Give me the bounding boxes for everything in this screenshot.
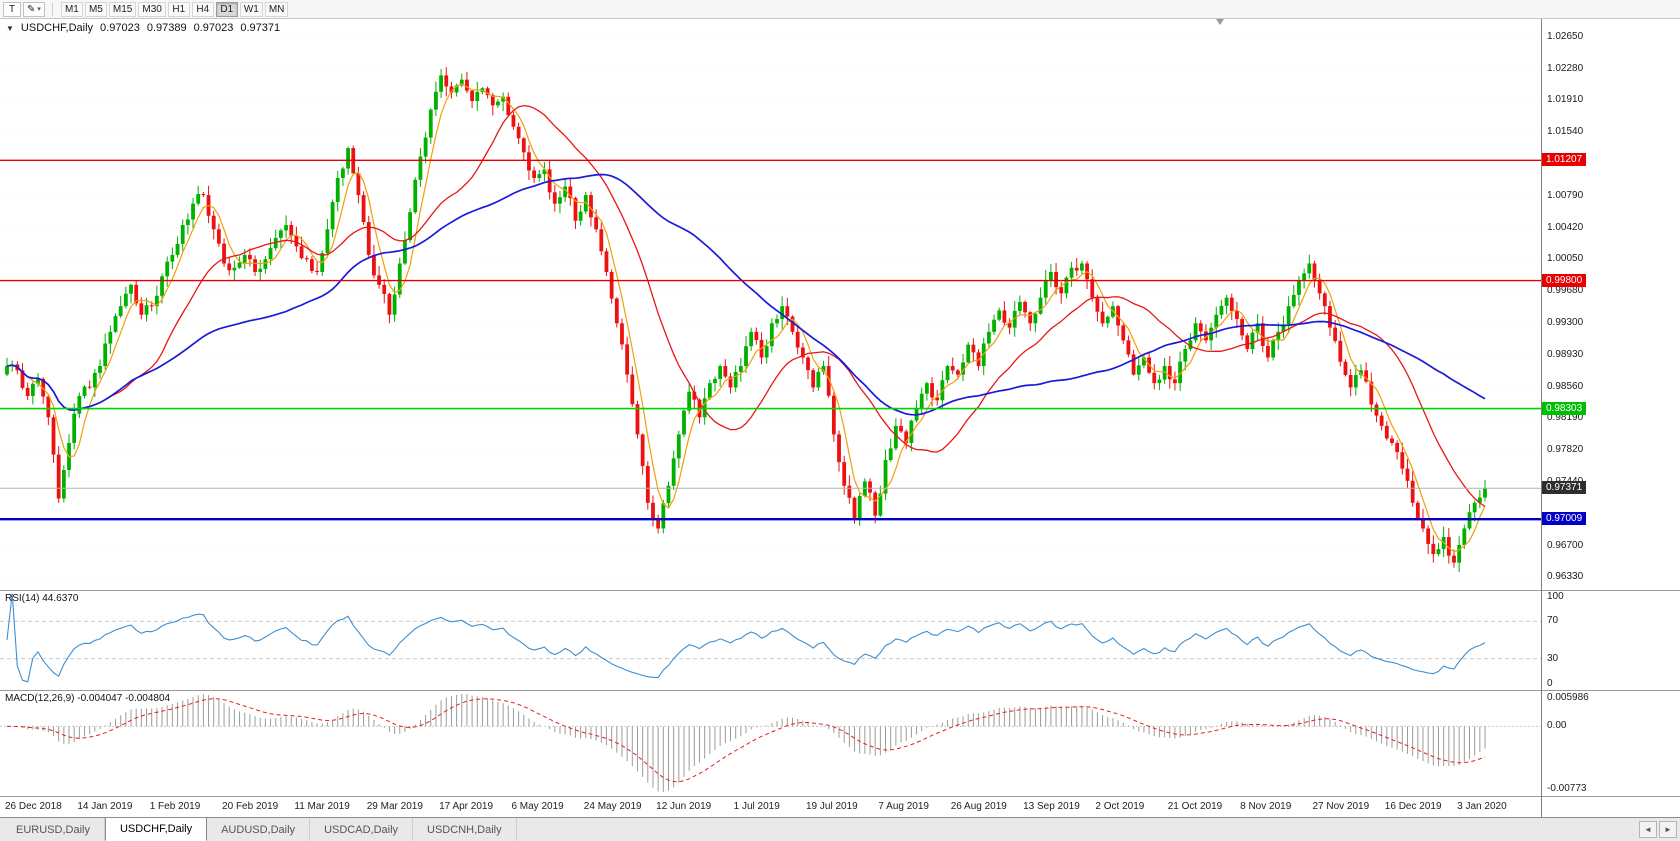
one-click-trading-toggle[interactable]: ▼: [6, 23, 14, 33]
price-tick: 0.99300: [1547, 317, 1584, 329]
ohlc-close: 0.97371: [240, 22, 281, 34]
timeframe-button-m1[interactable]: M1: [60, 1, 83, 17]
date-axis: 26 Dec 2018 14 Jan 2019 1 Feb 2019 20 Feb 2…: [0, 797, 1541, 817]
timeframe-button-mn[interactable]: MN: [264, 1, 289, 17]
macd-tick: 0.00: [1547, 720, 1567, 732]
date-label: 7 Aug 2019: [878, 801, 929, 812]
date-label: 8 Nov 2019: [1240, 801, 1292, 812]
price-badge-bid-price-line: 0.97371: [1542, 481, 1587, 495]
scale-column: 1.02650 1.02280 1.01910 1.01540 1.00790 1.004…: [1542, 19, 1680, 817]
timeframe-button-d1[interactable]: D1: [215, 1, 238, 17]
date-label: 24 May 2019: [583, 801, 642, 812]
price-tick: 1.01540: [1547, 125, 1584, 137]
date-label: 1 Jul 2019: [733, 801, 780, 812]
date-label: 29 Mar 2019: [366, 801, 423, 812]
macd-plot-svg: [0, 694, 1541, 792]
macd-scale[interactable]: 0.005986 0.00 -0.00773: [1542, 691, 1680, 797]
date-label: 16 Dec 2019: [1384, 801, 1442, 812]
price-tick: 0.96700: [1547, 539, 1584, 551]
chart-tab-usdchf-daily[interactable]: USDCHF,Daily: [104, 818, 208, 841]
timeframe-button-m30[interactable]: M30: [138, 1, 166, 17]
cursor-tool-button[interactable]: T: [3, 1, 21, 17]
price-tick: 0.98560: [1547, 380, 1584, 392]
timeframe-button-w1[interactable]: W1: [239, 1, 263, 17]
ohlc-low: 0.97023: [193, 22, 234, 34]
macd-tick: -0.00773: [1547, 783, 1587, 794]
date-label: 14 Jan 2019: [77, 801, 133, 812]
date-label: 13 Sep 2019: [1023, 801, 1080, 812]
date-label: 12 Jun 2019: [656, 801, 712, 812]
price-badge-support-line-blue: 0.97009: [1542, 512, 1587, 526]
price-tick: 0.98930: [1547, 348, 1584, 360]
axis-corner: [1542, 797, 1680, 817]
ohlc-open: 0.97023: [100, 22, 140, 34]
rsi-panel[interactable]: RSI(14) 44.6370: [0, 591, 1541, 691]
price-tick: 1.01910: [1547, 94, 1584, 106]
rsi-tick: 30: [1547, 652, 1559, 664]
rsi-plot-svg: [0, 593, 1541, 683]
timeframe-button-h1[interactable]: H1: [167, 1, 190, 17]
chart-tab-eurusd-daily[interactable]: EURUSD,Daily: [2, 818, 105, 841]
date-label: 26 Aug 2019: [950, 801, 1007, 812]
timeframe-group: M1 M5 M15 M30 H1 H4 D1 W1 MN: [60, 1, 289, 17]
chart-tab-usdcad-daily[interactable]: USDCAD,Daily: [310, 818, 414, 841]
rsi-tick: 70: [1547, 615, 1559, 627]
symbol-label: USDCHF,Daily: [20, 22, 94, 34]
tab-scroll: ◄ ►: [1639, 821, 1677, 838]
timeframe-button-m15[interactable]: M15: [108, 1, 137, 17]
toolbar-separator: [51, 2, 53, 16]
rsi-scale[interactable]: 100 70 30 0: [1542, 591, 1680, 691]
chart-shift-marker: [1216, 19, 1224, 25]
date-label: 1 Feb 2019: [149, 801, 201, 812]
chart-symbol-header: ▼ USDCHF,Daily 0.97023 0.97389 0.97023 0…: [6, 22, 280, 34]
plot-column: ▼ USDCHF,Daily 0.97023 0.97389 0.97023 0…: [0, 19, 1542, 817]
date-label: 21 Oct 2019: [1167, 801, 1223, 812]
tab-scroll-left-button[interactable]: ◄: [1639, 821, 1657, 838]
date-label: 11 Mar 2019: [294, 801, 350, 812]
drawing-tools-button[interactable]: ✎ ▾: [23, 1, 45, 17]
price-tick: 1.02280: [1547, 62, 1584, 74]
price-badge-resistance-line-lower: 0.99800: [1542, 273, 1587, 287]
price-chart-panel[interactable]: ▼ USDCHF,Daily 0.97023 0.97389 0.97023 0…: [0, 19, 1541, 591]
date-label: 17 Apr 2019: [439, 801, 494, 812]
macd-label: MACD(12,26,9) -0.004047 -0.004804: [5, 693, 171, 704]
price-tick: 0.98190: [1547, 412, 1584, 424]
price-tick: 1.00790: [1547, 189, 1584, 201]
macd-panel[interactable]: MACD(12,26,9) -0.004047 -0.004804: [0, 691, 1541, 797]
chart-tab-usdcnh-daily[interactable]: USDCNH,Daily: [413, 818, 517, 841]
rsi-tick: 100: [1547, 591, 1564, 602]
price-tick: 1.02650: [1547, 30, 1584, 42]
tabs: EURUSD,Daily USDCHF,Daily AUDUSD,Daily USDC…: [2, 818, 517, 841]
date-label: 20 Feb 2019: [222, 801, 279, 812]
macd-tick: 0.005986: [1547, 692, 1589, 703]
pencil-icon: ✎: [27, 3, 36, 15]
chart-tab-bar: EURUSD,Daily USDCHF,Daily AUDUSD,Daily USDC…: [0, 817, 1680, 841]
date-label: 3 Jan 2020: [1457, 801, 1507, 812]
price-tick: 0.97820: [1547, 443, 1584, 455]
chevron-down-icon: ▾: [37, 5, 41, 13]
date-label: 19 Jul 2019: [806, 801, 858, 812]
price-tick: 1.00050: [1547, 253, 1584, 265]
price-scale[interactable]: 1.02650 1.02280 1.01910 1.01540 1.00790 1.004…: [1542, 19, 1680, 591]
date-label: 27 Nov 2019: [1312, 801, 1370, 812]
timeframe-button-h4[interactable]: H4: [191, 1, 214, 17]
chart-area: ▼ USDCHF,Daily 0.97023 0.97389 0.97023 0…: [0, 19, 1680, 817]
timeframe-button-m5[interactable]: M5: [84, 1, 107, 17]
date-label: 6 May 2019: [511, 801, 564, 812]
price-badge-resistance-line-upper: 1.01207: [1542, 153, 1587, 167]
date-label: 2 Oct 2019: [1095, 801, 1145, 812]
chart-tab-audusd-daily[interactable]: AUDUSD,Daily: [207, 818, 311, 841]
price-tick: 0.96330: [1547, 571, 1584, 583]
ohlc-high: 0.97389: [146, 22, 187, 34]
date-label: 26 Dec 2018: [5, 801, 62, 812]
rsi-label: RSI(14) 44.6370: [5, 593, 79, 604]
tab-scroll-right-button[interactable]: ►: [1659, 821, 1677, 838]
price-tick: 1.00420: [1547, 221, 1584, 233]
top-toolbar: T ✎ ▾ M1 M5 M15 M30 H1 H4 D1 W1 MN: [0, 0, 1680, 19]
price-plot-svg: [0, 36, 1541, 578]
price-badge-support-line-green: 0.98303: [1542, 401, 1587, 415]
price-tick: 0.99680: [1547, 284, 1584, 296]
rsi-tick: 0: [1547, 678, 1553, 689]
